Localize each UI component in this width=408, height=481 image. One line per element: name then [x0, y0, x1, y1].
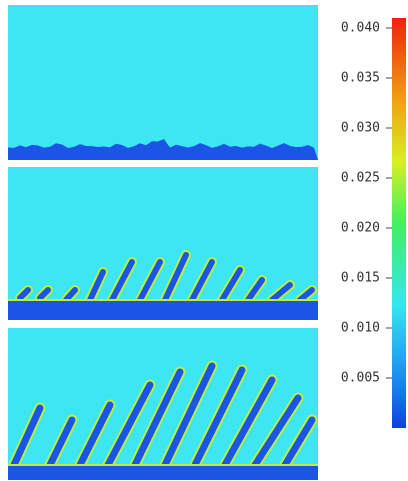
tick-label: 0.015 — [341, 271, 380, 286]
tick-label: 0.010 — [341, 321, 380, 336]
finger — [137, 259, 163, 303]
finger — [63, 287, 78, 303]
tick-label: 0.025 — [341, 171, 380, 186]
finger — [245, 277, 265, 303]
panel-early — [8, 5, 318, 160]
base — [8, 300, 318, 320]
panel-late — [8, 328, 318, 480]
tick-label: 0.030 — [341, 121, 380, 136]
finger — [269, 282, 293, 303]
finger — [189, 259, 215, 303]
tick-label: 0.020 — [341, 221, 380, 236]
finger — [219, 267, 243, 303]
finger — [37, 287, 51, 301]
finger — [76, 401, 114, 469]
tick-label: 0.040 — [341, 21, 380, 36]
tick-label: 0.005 — [341, 371, 380, 386]
colorbar-gradient — [392, 18, 406, 428]
finger — [191, 366, 246, 469]
finger — [281, 416, 316, 469]
finger — [17, 287, 31, 301]
interface — [8, 139, 318, 160]
finger — [104, 381, 154, 469]
finger — [109, 259, 135, 303]
finger — [46, 416, 76, 469]
base — [8, 465, 318, 480]
finger — [161, 362, 216, 469]
panel-middle — [8, 167, 318, 320]
tick-label: 0.035 — [341, 71, 380, 86]
colorbar: 0.005 0.010 0.015 0.020 0.025 0.030 0.035 0.040 — [341, 18, 406, 428]
finger — [297, 287, 315, 303]
finger — [221, 376, 276, 469]
finger — [10, 404, 44, 469]
finger — [131, 368, 184, 469]
finger — [162, 252, 189, 303]
finger — [87, 269, 106, 303]
finger — [251, 394, 302, 469]
